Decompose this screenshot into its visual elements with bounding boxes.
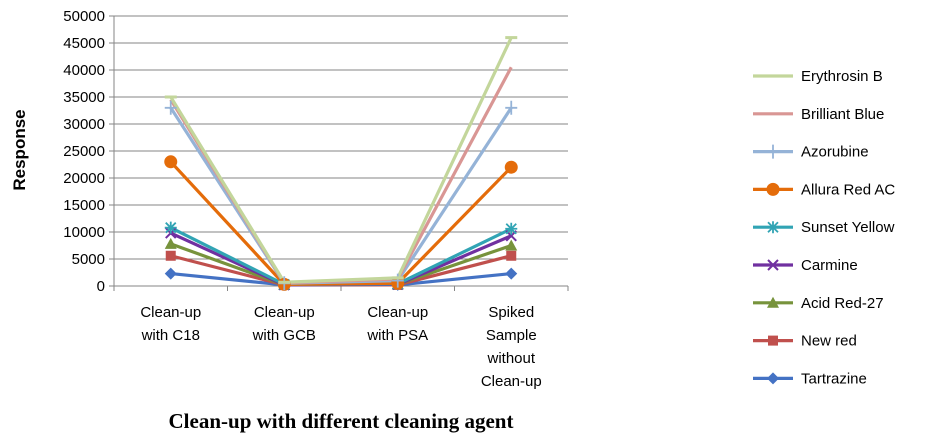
y-tick-label: 0 (97, 278, 105, 295)
legend-label: Allura Red AC (801, 181, 895, 198)
legend-item-brilliant-blue: Brilliant Blue (753, 106, 884, 123)
legend-marker (766, 182, 780, 196)
series-markers (164, 36, 518, 291)
legend-label: Brilliant Blue (801, 106, 884, 123)
legend-item-sunset-yellow: Sunset Yellow (753, 219, 895, 236)
legend-label: Erythrosin B (801, 68, 883, 85)
gridlines (114, 15, 568, 260)
y-tick-label: 25000 (63, 143, 105, 160)
legend-marker (767, 221, 779, 234)
series-line-erythrosin-b (169, 36, 513, 284)
legend-marker (767, 296, 779, 308)
legend-marker (768, 335, 778, 346)
y-axis-ticks: 0 5000 10000 15000 20000 25000 30000 35000 40000… (63, 8, 114, 295)
data-point-acid-red-27 (164, 237, 177, 249)
legend-label: New red (801, 333, 857, 350)
data-point-tartrazine (164, 267, 177, 280)
y-tick-label: 35000 (63, 89, 105, 106)
legend: Erythrosin B Brilliant Blue Azorubine Allur… (753, 68, 895, 387)
y-tick-label: 15000 (63, 197, 105, 214)
data-point-new-red (165, 250, 176, 261)
y-tick-label: 5000 (72, 251, 105, 268)
data-point-azorubine (505, 100, 518, 115)
legend-item-tartrazine: Tartrazine (753, 370, 867, 387)
series-line-allura-red-ac (169, 160, 513, 286)
x-axis-label: Clean-up with different cleaning agent (169, 409, 514, 433)
data-point-azorubine (164, 100, 177, 115)
series-lines (169, 36, 513, 287)
legend-label: Tartrazine (801, 370, 867, 387)
data-point-allura-red-ac (504, 160, 518, 174)
y-tick-label: 30000 (63, 116, 105, 133)
data-point-allura-red-ac (164, 155, 178, 169)
data-point-new-red (506, 250, 517, 261)
legend-item-acid-red-27: Acid Red-27 (753, 295, 884, 312)
y-tick-label: 20000 (63, 170, 105, 187)
legend-label: Azorubine (801, 144, 869, 161)
y-tick-label: 10000 (63, 224, 105, 241)
x-category-label: Spiked Sample without Clean-up (481, 304, 542, 390)
x-category-label: Clean-up with PSA (366, 304, 428, 344)
y-axis-label: Response (10, 109, 29, 190)
legend-item-new-red: New red (753, 333, 857, 350)
y-tick-label: 50000 (63, 8, 105, 25)
data-point-acid-red-27 (505, 239, 518, 251)
legend-item-allura-red-ac: Allura Red AC (753, 181, 895, 198)
legend-marker (767, 372, 779, 385)
legend-label: Carmine (801, 257, 858, 274)
legend-item-erythrosin-b: Erythrosin B (753, 68, 883, 85)
legend-marker (767, 144, 779, 159)
data-point-sunset-yellow (505, 222, 518, 235)
data-point-tartrazine (505, 267, 518, 280)
legend-item-carmine: Carmine (753, 257, 858, 274)
x-category-label: Clean-up with GCB (252, 304, 316, 344)
data-point-azorubine (391, 273, 404, 288)
legend-item-azorubine: Azorubine (753, 144, 869, 161)
x-category-label: Clean-up with C18 (140, 304, 201, 344)
y-tick-label: 40000 (63, 62, 105, 79)
legend-marker (767, 259, 779, 271)
x-axis-categories: Clean-up with C18 Clean-up with GCB Clean-up… (140, 304, 541, 390)
legend-label: Sunset Yellow (801, 219, 895, 236)
legend-label: Acid Red-27 (801, 295, 884, 312)
data-point-sunset-yellow (164, 221, 177, 234)
y-tick-label: 45000 (63, 35, 105, 52)
series-line-brilliant-blue (169, 66, 513, 285)
